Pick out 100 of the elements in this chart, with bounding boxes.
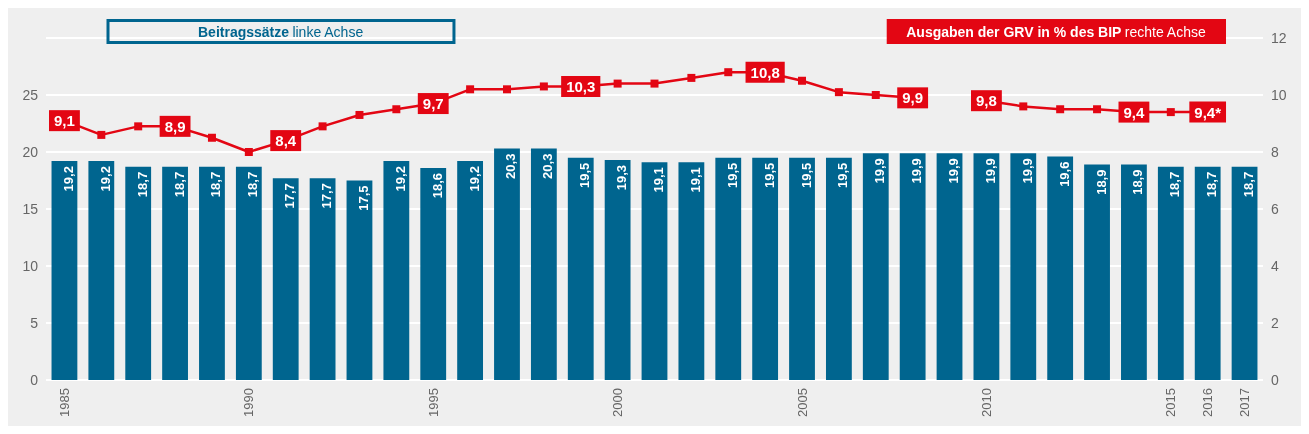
data-label: 19,9 — [1019, 158, 1035, 184]
data-label: 18,7 — [1167, 171, 1183, 198]
data-label: 18,7 — [1204, 171, 1220, 198]
data-label: 19,5 — [761, 162, 777, 189]
bar — [383, 161, 410, 380]
bar — [1231, 166, 1258, 380]
data-label: 18,7 — [171, 171, 187, 198]
bar — [825, 157, 852, 380]
y2-tick-label: 8 — [1271, 144, 1279, 160]
bar — [641, 162, 668, 380]
bar — [1047, 156, 1074, 380]
data-label: 19,5 — [798, 162, 814, 189]
x-tick-label: 2010 — [978, 388, 994, 417]
bar — [199, 166, 225, 380]
data-label: 20,3 — [540, 153, 556, 179]
data-label: 17,7 — [282, 183, 298, 209]
data-label: 19,3 — [614, 164, 630, 191]
y2-tick-label: 10 — [1271, 87, 1287, 103]
x-tick-label: 2000 — [610, 388, 626, 417]
data-label: 19,5 — [724, 162, 740, 189]
y-tick-label: 10 — [22, 258, 39, 274]
point — [1093, 105, 1102, 114]
point — [539, 82, 548, 91]
point — [502, 85, 511, 94]
bar — [715, 157, 742, 380]
data-label: 19,9 — [982, 158, 998, 184]
x-tick-label: 2015 — [1163, 388, 1179, 417]
bar — [530, 148, 557, 380]
bar — [973, 153, 1000, 380]
bar — [51, 161, 78, 380]
data-label: 19,2 — [466, 166, 482, 192]
data-label: 19,2 — [97, 166, 113, 192]
data-label: 18,6 — [429, 172, 445, 199]
data-label: 18,7 — [134, 171, 150, 198]
y-tick-label: 5 — [30, 315, 39, 331]
bar — [1010, 153, 1037, 380]
point — [466, 85, 475, 94]
point — [1019, 102, 1028, 111]
data-label: 19,1 — [651, 167, 666, 193]
x-tick-label: 2005 — [794, 388, 810, 417]
point — [134, 122, 143, 131]
text: Ausgaben der GRV in % des BIP rechte Achse — [906, 23, 1206, 40]
data-label: 18,9 — [1130, 169, 1146, 195]
point — [244, 148, 253, 156]
y2-tick-label: 0 — [1271, 372, 1279, 388]
point — [1056, 105, 1065, 114]
bar — [936, 153, 963, 380]
bar — [567, 157, 594, 380]
data-label: 20,3 — [503, 153, 519, 179]
point — [834, 88, 843, 97]
data-label: 19,1 — [687, 167, 703, 193]
text: Beitragssätze linke Achse — [198, 23, 364, 40]
data-label: 17,5 — [355, 185, 371, 211]
bar — [125, 166, 152, 380]
y-tick-label: 15 — [22, 201, 39, 217]
point — [724, 68, 733, 77]
bar — [678, 162, 705, 380]
point — [613, 79, 622, 88]
data-label: 19,5 — [835, 162, 851, 189]
data-label: 18,7 — [208, 171, 224, 198]
data-label: 19,9 — [909, 158, 925, 184]
point — [871, 91, 880, 99]
bar — [1157, 166, 1184, 380]
point — [318, 122, 327, 131]
bar — [1084, 164, 1110, 380]
bar — [272, 178, 299, 380]
bar — [162, 166, 188, 380]
bar — [604, 159, 631, 380]
bar — [457, 161, 484, 380]
bar — [1121, 164, 1147, 380]
y2-tick-label: 2 — [1271, 315, 1279, 331]
y2-tick-label: 6 — [1271, 201, 1279, 217]
point — [650, 79, 659, 88]
point — [687, 73, 696, 82]
data-label: 19,9 — [872, 158, 888, 184]
data-label: 19,5 — [577, 162, 593, 189]
bar — [346, 180, 373, 380]
data-label: 19,9 — [946, 158, 962, 184]
bar — [420, 167, 447, 380]
point — [207, 133, 216, 142]
bar — [899, 153, 926, 380]
x-tick-label: 2017 — [1237, 388, 1253, 417]
x-tick-label: 1990 — [241, 388, 257, 417]
bar — [752, 157, 779, 380]
x-tick-label: 1995 — [425, 388, 441, 417]
y-tick-label: 0 — [30, 372, 39, 388]
data-label: 19,2 — [60, 166, 76, 192]
y2-tick-label: 4 — [1271, 258, 1279, 274]
data-label: 17,7 — [319, 183, 335, 209]
point — [392, 105, 401, 114]
bar — [235, 166, 262, 380]
data-label: 18,9 — [1093, 169, 1109, 195]
bar — [789, 157, 815, 380]
y-tick-label: 20 — [22, 144, 39, 160]
point — [798, 76, 807, 85]
bar — [88, 161, 115, 380]
bar — [494, 148, 520, 380]
data-label: 18,7 — [245, 171, 261, 198]
bar — [1194, 166, 1221, 380]
data-label: 19,2 — [392, 166, 408, 192]
